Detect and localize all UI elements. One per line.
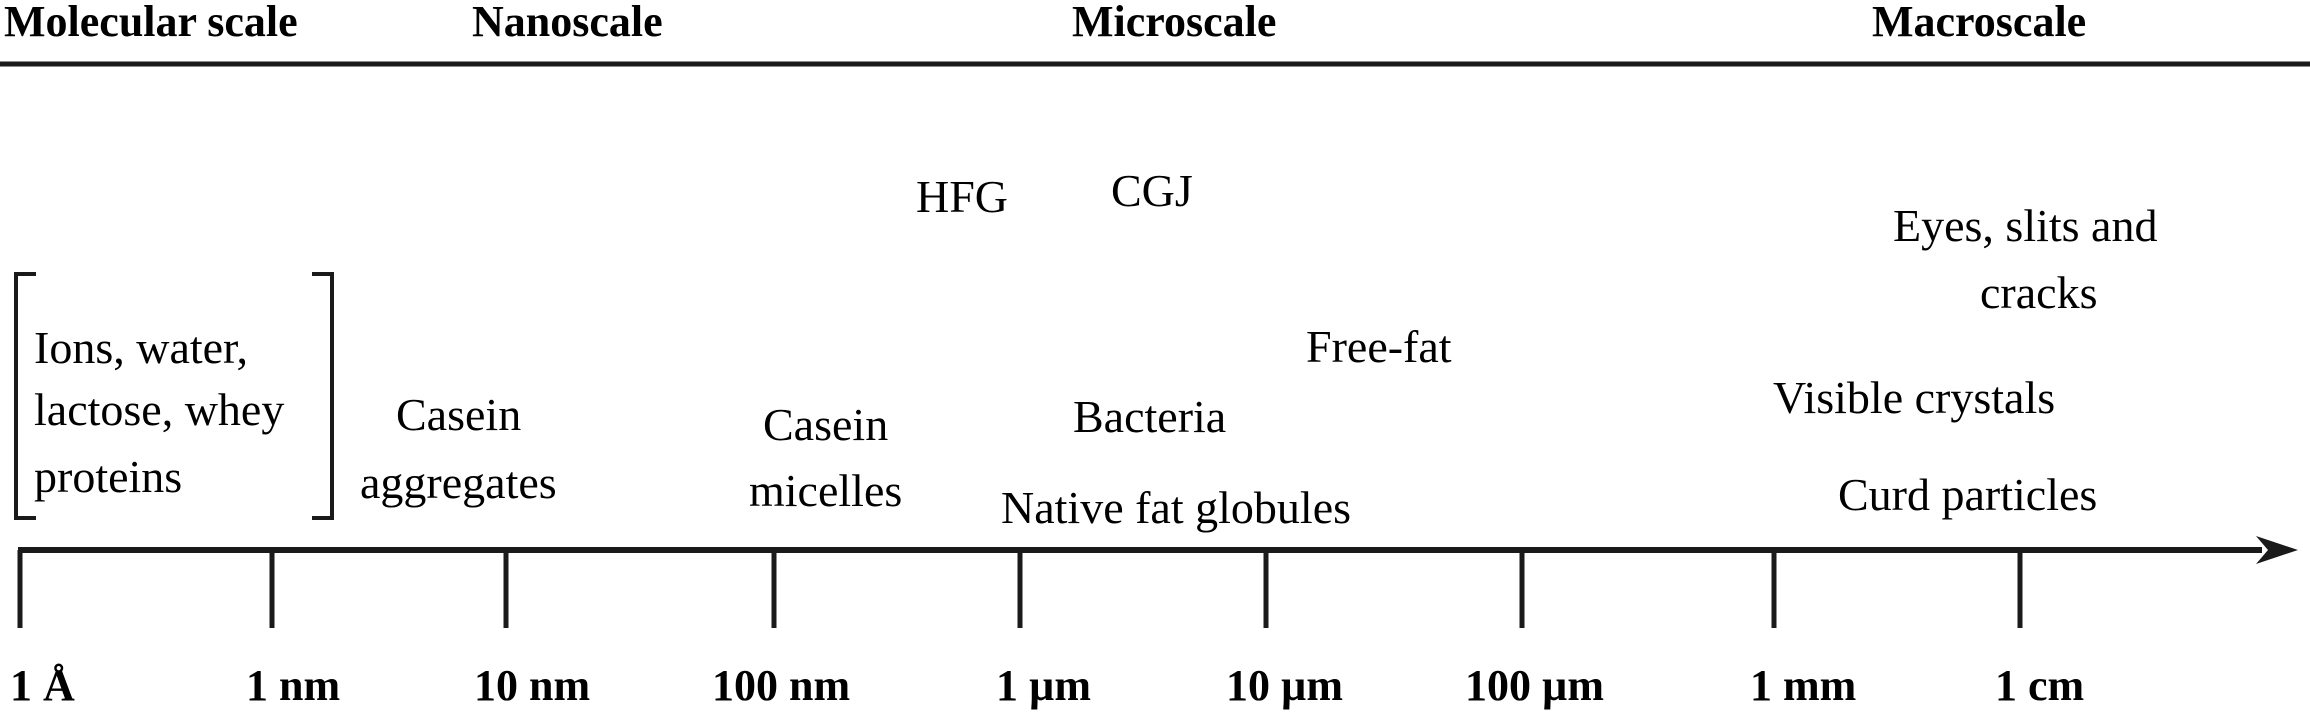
header-nanoscale: Nanoscale <box>472 0 663 46</box>
label-casein-aggregates-line2: aggregates <box>360 457 557 508</box>
label-bacteria: Bacteria <box>1073 391 1226 442</box>
label-visible-crystals: Visible crystals <box>1773 372 2055 423</box>
axis-ticks <box>17 550 2023 628</box>
label-eyes-slits-line1: Eyes, slits and <box>1893 200 2157 251</box>
label-casein-micelles-line2: micelles <box>749 465 902 516</box>
axis-arrowhead <box>2256 536 2298 564</box>
label-cgj: CGJ <box>1111 165 1193 216</box>
tick-label-1-um: 1 µm <box>996 661 1091 710</box>
tick-label-10-um: 10 µm <box>1226 661 1343 710</box>
left-bracket <box>14 272 36 520</box>
right-bracket <box>312 272 334 520</box>
label-casein-aggregates-line1: Casein <box>396 389 521 440</box>
label-casein-micelles-line1: Casein <box>763 399 888 450</box>
tick-label-1-mm: 1 mm <box>1750 661 1856 710</box>
tick-label-1-angstrom: 1 Å <box>10 661 75 710</box>
label-native-fat-globules: Native fat globules <box>1001 482 1351 533</box>
label-ions-water-line2: lactose, whey <box>34 384 284 435</box>
header-molecular-scale: Molecular scale <box>4 0 298 46</box>
label-eyes-slits-line2: cracks <box>1980 267 2097 318</box>
tick-label-100-nm: 100 nm <box>712 661 850 710</box>
tick-label-1-nm: 1 nm <box>246 661 340 710</box>
tick-label-10-nm: 10 nm <box>474 661 590 710</box>
label-free-fat: Free-fat <box>1306 321 1452 372</box>
label-curd-particles: Curd particles <box>1838 469 2097 520</box>
tick-label-100-um: 100 µm <box>1465 661 1604 710</box>
label-hfg: HFG <box>916 171 1008 222</box>
tick-label-1-cm: 1 cm <box>1995 661 2084 710</box>
label-ions-water-line1: Ions, water, <box>34 322 248 373</box>
header-microscale: Microscale <box>1072 0 1276 46</box>
header-macroscale: Macroscale <box>1872 0 2086 46</box>
label-ions-water-line3: proteins <box>34 451 182 502</box>
